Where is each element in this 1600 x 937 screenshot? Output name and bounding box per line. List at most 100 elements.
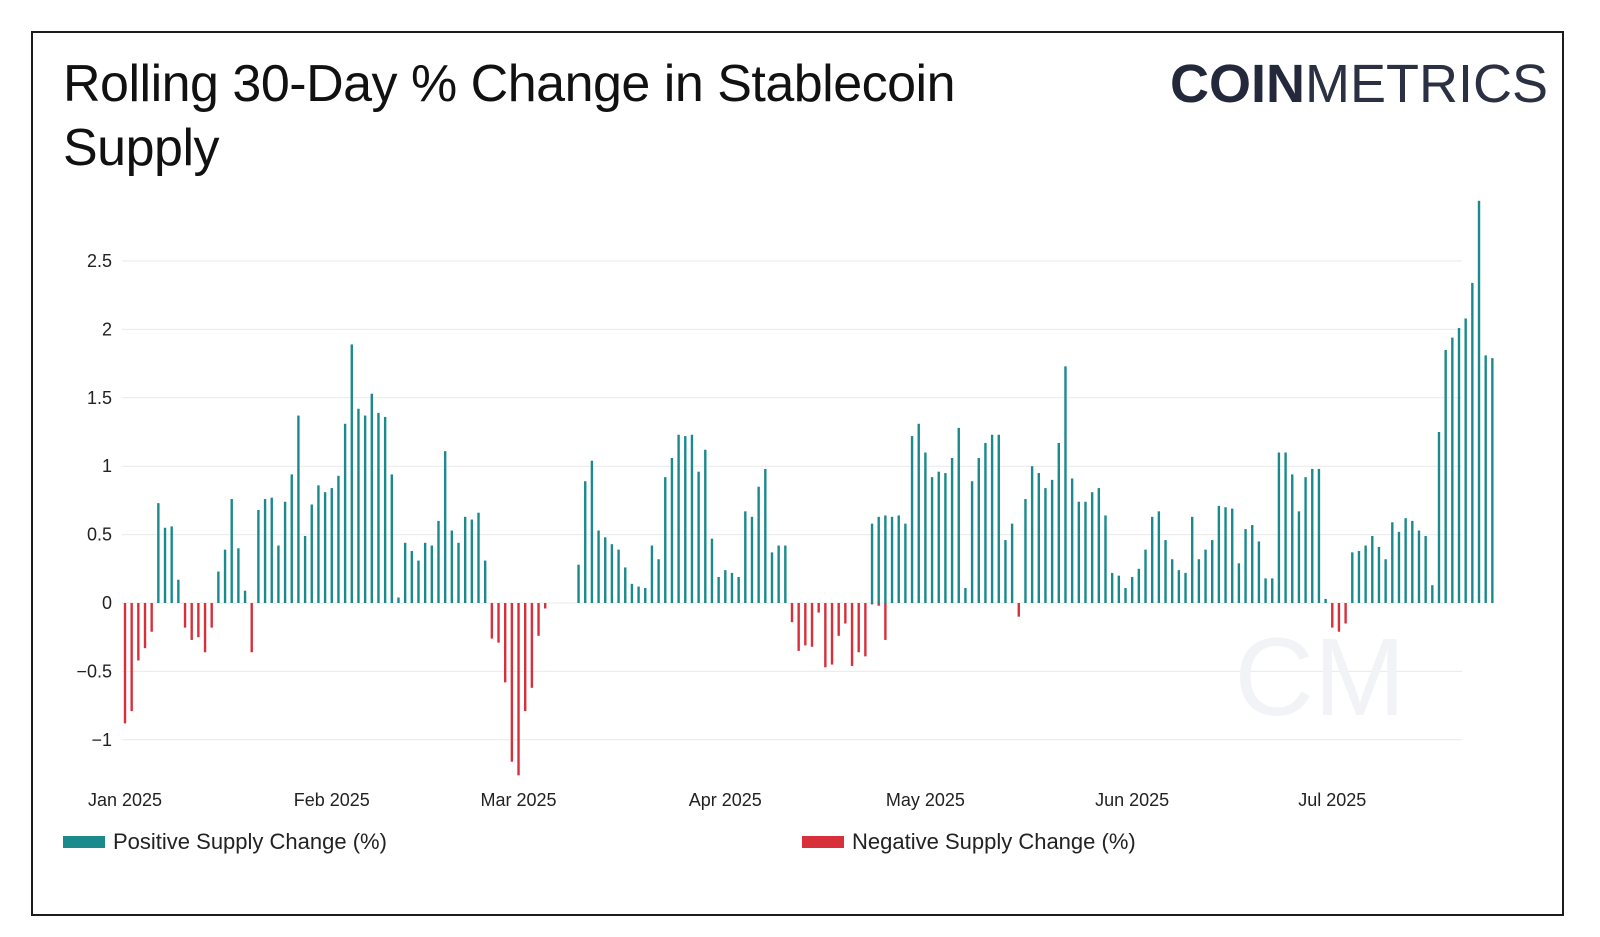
positive-bar xyxy=(330,488,333,603)
positive-bar xyxy=(243,590,247,603)
negative-bar xyxy=(130,603,133,712)
positive-bar xyxy=(237,548,240,603)
positive-bar xyxy=(577,564,580,603)
positive-bar xyxy=(357,408,360,603)
positive-bar xyxy=(1277,452,1281,603)
positive-bar xyxy=(1077,501,1081,603)
negative-bar xyxy=(1337,603,1341,632)
negative-bar xyxy=(804,603,807,646)
legend-swatch-negative xyxy=(802,836,844,848)
y-axis-ticks: 2.5 2 1.5 1 0.5 0 −0.5 −1 xyxy=(76,251,112,750)
positive-bar xyxy=(970,481,974,603)
x-axis-ticks: Jan 2025 Feb 2025 Mar 2025 Apr 2025 May 2025… xyxy=(88,790,1366,810)
negative-bar xyxy=(190,603,193,640)
positive-bar xyxy=(1124,587,1127,603)
negative-bar xyxy=(137,603,140,661)
positive-bar xyxy=(1397,531,1401,603)
positive-bar xyxy=(463,516,467,603)
negative-bar xyxy=(510,603,514,762)
positive-bar xyxy=(704,449,707,603)
negative-bar xyxy=(530,603,534,688)
positive-bar xyxy=(750,516,754,603)
negative-bar xyxy=(830,603,834,665)
positive-bar xyxy=(1364,545,1367,603)
positive-bar xyxy=(1451,337,1454,603)
positive-bar xyxy=(170,526,173,603)
positive-bar xyxy=(377,412,380,603)
positive-bar xyxy=(717,577,720,603)
negative-bar xyxy=(183,603,187,628)
legend-negative: Negative Supply Change (%) xyxy=(802,829,1136,855)
positive-bar xyxy=(1184,572,1187,603)
x-tick-label: May 2025 xyxy=(886,790,965,810)
positive-bar xyxy=(1424,535,1427,603)
positive-bar xyxy=(657,559,660,603)
positive-bar xyxy=(303,535,307,603)
positive-bar xyxy=(350,344,353,603)
positive-bar xyxy=(697,471,700,603)
cm-watermark: CM xyxy=(1234,616,1405,739)
positive-bar xyxy=(597,530,600,603)
positive-bar xyxy=(290,474,293,603)
positive-bar xyxy=(1004,540,1007,603)
legend-swatch-positive xyxy=(63,836,105,848)
positive-bar xyxy=(604,537,607,603)
negative-bar xyxy=(1017,603,1020,617)
negative-bar xyxy=(790,603,794,623)
positive-bar xyxy=(1144,549,1147,603)
positive-bar xyxy=(1104,515,1107,603)
positive-bar xyxy=(310,504,313,603)
x-tick-label: Jun 2025 xyxy=(1095,790,1169,810)
positive-bar xyxy=(343,423,347,603)
negative-bar xyxy=(150,603,153,632)
positive-bar xyxy=(1237,563,1241,603)
positive-bar xyxy=(1244,529,1247,603)
legend-label-positive: Positive Supply Change (%) xyxy=(113,829,387,854)
positive-bar xyxy=(223,549,227,603)
positive-bar xyxy=(1437,432,1441,603)
positive-bar xyxy=(403,542,407,603)
y-tick-label: −0.5 xyxy=(76,661,112,681)
positive-bar xyxy=(1431,585,1434,603)
negative-bar xyxy=(197,603,200,638)
positive-bar xyxy=(644,587,647,603)
legend-label-negative: Negative Supply Change (%) xyxy=(852,829,1136,854)
positive-bar xyxy=(1264,578,1267,603)
positive-bar xyxy=(990,434,994,603)
positive-bar xyxy=(884,515,887,603)
positive-bar xyxy=(477,512,480,603)
positive-bar xyxy=(1157,511,1161,603)
positive-bar xyxy=(383,416,387,603)
positive-bar xyxy=(1211,540,1214,603)
positive-bar xyxy=(1097,488,1101,603)
negative-bar xyxy=(864,603,867,657)
positive-bar xyxy=(1271,578,1274,603)
positive-bar xyxy=(964,587,967,603)
positive-bar xyxy=(950,457,954,603)
positive-bar xyxy=(1150,516,1154,603)
positive-bar xyxy=(1090,492,1094,603)
positive-bar xyxy=(1010,523,1014,603)
negative-bar xyxy=(497,603,500,643)
positive-bar xyxy=(957,427,960,603)
positive-bar xyxy=(1197,559,1201,603)
positive-bar xyxy=(483,560,487,603)
positive-bar xyxy=(370,393,373,603)
positive-bar xyxy=(1417,530,1421,603)
positive-bar xyxy=(1204,549,1207,603)
positive-bar xyxy=(1257,541,1261,603)
positive-bar xyxy=(1170,559,1174,603)
positive-bar xyxy=(1304,477,1307,603)
negative-bar xyxy=(123,603,127,724)
logo-bold-text: COIN xyxy=(1170,54,1305,114)
negative-bar xyxy=(810,603,814,647)
positive-bar xyxy=(1217,505,1221,603)
positive-bar xyxy=(1070,478,1074,603)
positive-bar xyxy=(1084,501,1087,603)
positive-bar xyxy=(317,485,320,603)
positive-bar xyxy=(744,511,747,603)
x-tick-label: Apr 2025 xyxy=(689,790,762,810)
positive-bar xyxy=(710,538,714,603)
negative-bar xyxy=(544,603,547,609)
